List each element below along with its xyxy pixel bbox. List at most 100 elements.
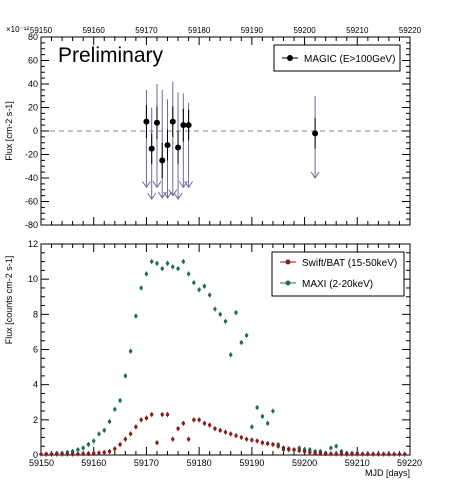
magic-data-point — [153, 119, 160, 126]
swift-legend-marker — [285, 259, 291, 265]
magic-y-tick-label: 80 — [28, 32, 38, 42]
maxi-data-point — [192, 280, 196, 285]
maxi-data-point — [144, 272, 149, 276]
xray-panel: 0 2 4 6 8 10 12 59150 59160 59170 59180 59190 59200 5… — [4, 239, 422, 478]
swift-data-point — [265, 441, 270, 446]
magic-y-tick-label: -20 — [25, 150, 38, 160]
maxi-data-point — [255, 405, 259, 410]
xray-y-tick-label: 2 — [33, 415, 38, 425]
swift-data-point — [229, 432, 233, 436]
swift-data-point — [239, 435, 244, 440]
magic-x-tick-label: 59210 — [346, 26, 369, 35]
xray-x-tick-label: 59170 — [134, 458, 159, 468]
magic-legend-marker — [287, 55, 293, 61]
swift-data-point — [207, 423, 212, 427]
maxi-data-point — [329, 446, 333, 450]
swift-data-point — [92, 451, 96, 455]
magic-y-tick-label: -80 — [25, 220, 38, 230]
swift-data-point — [271, 442, 275, 447]
maxi-data-point — [239, 340, 244, 345]
xray-y-tick-label: 4 — [33, 380, 38, 390]
swift-data-point — [350, 452, 354, 456]
maxi-data-point — [218, 312, 222, 317]
swift-data-point — [76, 452, 80, 456]
magic-y-tick-label: 20 — [28, 103, 38, 113]
magic-upper-limit-arrowhead — [152, 181, 162, 189]
magic-y-axis-label: Flux [cm-2 s-1] — [4, 101, 14, 161]
swift-data-point — [202, 421, 207, 426]
magic-data-point — [143, 118, 150, 125]
magic-y-tick-label: 60 — [28, 56, 38, 66]
xray-y-tick-label: 12 — [28, 239, 38, 249]
maxi-data-point — [234, 310, 238, 315]
swift-data-point — [155, 440, 159, 445]
xray-x-tick-label: 59160 — [81, 458, 106, 468]
maxi-data-point — [92, 439, 96, 443]
magic-upper-limit-arrowhead — [168, 189, 178, 197]
magic-y-tick-label: 40 — [28, 79, 38, 89]
magic-data-point — [185, 122, 192, 129]
swift-data-point — [213, 426, 217, 431]
swift-data-point — [287, 447, 291, 451]
swift-data-point — [118, 442, 122, 447]
xray-x-tick-label: 59190 — [239, 458, 264, 468]
swift-data-point — [186, 437, 191, 441]
magic-data-point — [180, 122, 187, 129]
maxi-legend-label: MAXI (2-20keV) — [302, 279, 373, 290]
swift-data-point — [387, 452, 391, 456]
magic-x-tick-label: 59150 — [30, 26, 53, 35]
xray-y-axis-label: Flux [counts cm-2 s-1] — [4, 256, 14, 345]
swift-data-point — [49, 452, 54, 456]
swift-data-point — [381, 452, 386, 456]
xray-y-tick-label: 6 — [33, 345, 38, 355]
swift-data-point — [334, 452, 338, 456]
maxi-data-point — [97, 432, 101, 436]
swift-data-point — [308, 450, 312, 455]
magic-x-tick-label: 59170 — [135, 26, 158, 35]
magic-legend: MAGIC (E>100GeV) — [273, 44, 401, 72]
maxi-data-point — [223, 319, 228, 324]
xray-x-tick-label: 59200 — [292, 458, 317, 468]
swift-data-point — [128, 432, 133, 436]
maxi-data-point — [202, 284, 207, 288]
magic-exponent-label: ×10⁻¹² — [6, 25, 29, 34]
xray-legend-box — [271, 251, 405, 297]
maxi-data-point — [160, 266, 164, 271]
magic-upper-limit-arrowhead — [310, 171, 320, 179]
magic-y-tick-label: 0 — [33, 126, 38, 136]
swift-data-point — [281, 446, 286, 450]
xray-axes: 0 2 4 6 8 10 12 59150 59160 59170 59180 59190 59200 5… — [28, 239, 422, 468]
magic-upper-limit-arrowhead — [147, 192, 157, 201]
magic-legend-label: MAGIC (E>100GeV) — [304, 54, 395, 65]
swift-data-point — [160, 412, 164, 417]
swift-data-point — [107, 449, 112, 454]
swift-data-point — [70, 452, 75, 456]
magic-data-point — [164, 142, 171, 149]
xray-x-tick-label: 59180 — [187, 458, 212, 468]
swift-data-point — [313, 451, 317, 455]
maxi-data-point — [244, 333, 249, 338]
swift-data-point — [318, 451, 323, 455]
swift-data-point — [197, 418, 201, 422]
maxi-data-point — [186, 272, 191, 276]
maxi-data-point — [139, 286, 143, 290]
swift-data-point — [113, 447, 117, 451]
swift-data-point — [181, 421, 186, 426]
magic-x-tick-label: 59190 — [241, 26, 264, 35]
swift-data-point — [176, 426, 180, 431]
maxi-data-point — [155, 261, 159, 266]
swift-data-point — [86, 451, 91, 456]
swift-data-point — [60, 452, 64, 456]
maxi-data-point — [102, 428, 106, 433]
xray-marks — [39, 259, 407, 457]
maxi-data-point — [134, 314, 138, 318]
preliminary-watermark: Preliminary — [58, 44, 164, 67]
magic-x-tick-label: 59220 — [399, 26, 422, 35]
swift-data-point — [144, 416, 149, 420]
swift-data-point — [345, 452, 349, 456]
swift-data-point — [302, 449, 307, 454]
maxi-data-point — [271, 409, 275, 413]
swift-data-point — [297, 448, 301, 453]
maxi-legend-marker — [285, 280, 291, 286]
swift-data-point — [276, 444, 280, 448]
